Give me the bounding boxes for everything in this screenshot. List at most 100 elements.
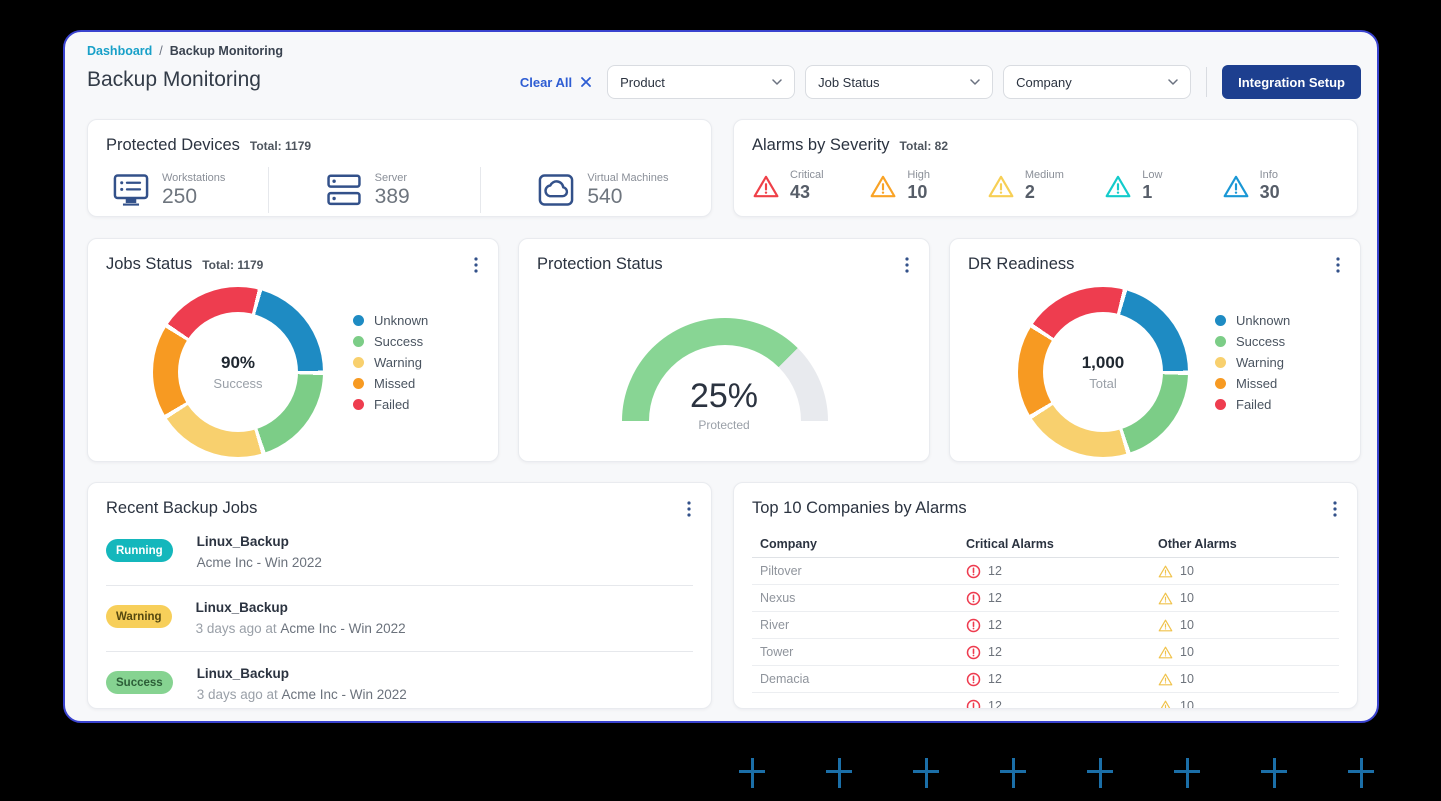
warning-triangle-icon bbox=[1158, 672, 1173, 687]
backup-job-row: Warning Linux_Backup 3 days ago at Acme … bbox=[106, 585, 693, 651]
warning-triangle-icon bbox=[752, 174, 780, 199]
legend-dot bbox=[1215, 357, 1226, 368]
legend-item-success: Success bbox=[1215, 334, 1290, 349]
filter-dropdown-product[interactable]: Product bbox=[607, 65, 796, 99]
device-item-server: Server 389 bbox=[269, 172, 481, 209]
breadcrumb: Dashboard / Backup Monitoring bbox=[87, 44, 283, 58]
table-row: Demacia 12 10 bbox=[752, 666, 1339, 693]
critical-alarms-cell: 12 bbox=[966, 591, 1158, 606]
severity-item-high: High 10 bbox=[869, 169, 986, 203]
legend-item-unknown: Unknown bbox=[353, 313, 428, 328]
dr-readiness-donut-chart: 1,000 Total bbox=[1018, 287, 1188, 457]
kebab-menu-icon[interactable] bbox=[464, 253, 488, 277]
device-item-workstations: Workstations 250 bbox=[106, 172, 268, 209]
workstation-icon bbox=[112, 173, 150, 207]
integration-setup-button[interactable]: Integration Setup bbox=[1222, 65, 1361, 99]
device-label: Virtual Machines bbox=[587, 171, 669, 184]
chevron-down-icon bbox=[970, 79, 980, 85]
alarms-total: Total: 82 bbox=[899, 139, 948, 153]
kebab-menu-icon[interactable] bbox=[677, 497, 701, 521]
page-title: Backup Monitoring bbox=[87, 68, 261, 91]
job-name: Linux_Backup bbox=[195, 600, 288, 615]
severity-text: Medium 2 bbox=[1025, 169, 1064, 203]
plus-decoration-row bbox=[737, 758, 1376, 788]
dropdown-selected-label: Job Status bbox=[818, 74, 880, 90]
alarms-by-severity-card: Alarms by Severity Total: 82 Critical 43… bbox=[733, 119, 1358, 217]
breadcrumb-dashboard-link[interactable]: Dashboard bbox=[87, 44, 153, 58]
kebab-menu-icon[interactable] bbox=[895, 253, 919, 277]
dr-readiness-title: DR Readiness bbox=[968, 255, 1075, 273]
jobs-status-donut-chart: 90% Success bbox=[153, 287, 323, 457]
breadcrumb-current: Backup Monitoring bbox=[169, 44, 283, 58]
plus-icon bbox=[1346, 758, 1376, 788]
job-list: Running Linux_Backup Acme Inc - Win 2022… bbox=[88, 518, 711, 708]
device-count: 389 bbox=[374, 184, 410, 208]
severity-label: Info bbox=[1259, 169, 1278, 181]
backup-job-row: Running Linux_Backup Acme Inc - Win 2022 bbox=[106, 520, 693, 585]
other-alarms-cell: 10 bbox=[1158, 672, 1331, 687]
job-name: Linux_Backup bbox=[196, 666, 289, 681]
clear-all-button[interactable]: Clear All bbox=[519, 74, 592, 90]
legend-item-warning: Warning bbox=[353, 355, 428, 370]
job-status-badge: Running bbox=[106, 539, 173, 562]
plus-icon bbox=[998, 758, 1028, 788]
alarms-title: Alarms by Severity bbox=[752, 136, 890, 154]
filter-dropdowns: Product Job Status Company bbox=[607, 65, 1192, 99]
warning-triangle-icon bbox=[869, 174, 897, 199]
filter-dropdown-job-status[interactable]: Job Status bbox=[805, 65, 994, 99]
table-header-row: Company Critical Alarms Other Alarms bbox=[752, 530, 1339, 558]
device-list: Workstations 250 Server 389 Virtual Mach… bbox=[88, 155, 711, 213]
alarms-table: Company Critical Alarms Other Alarms Pilto… bbox=[752, 530, 1339, 708]
critical-alarms-cell: 12 bbox=[966, 699, 1158, 708]
protected-devices-card: Protected Devices Total: 1179 Workstatio… bbox=[87, 119, 712, 217]
legend-label: Unknown bbox=[1236, 313, 1291, 328]
top-companies-card: Top 10 Companies by Alarms Company Critic… bbox=[733, 482, 1358, 709]
filter-divider bbox=[1206, 67, 1208, 97]
table-row: Nexus 12 10 bbox=[752, 585, 1339, 612]
severity-count: 30 bbox=[1259, 182, 1280, 202]
severity-list: Critical 43 High 10 Medium 2 Low 1 Info … bbox=[734, 155, 1357, 203]
device-text: Workstations 250 bbox=[162, 172, 225, 209]
backup-job-row: Success Linux_Backup 3 days ago at Acme … bbox=[106, 651, 693, 708]
critical-alarms-cell: 12 bbox=[966, 564, 1158, 579]
filter-dropdown-company[interactable]: Company bbox=[1003, 65, 1192, 99]
severity-item-info: Info 30 bbox=[1222, 169, 1339, 203]
legend-label: Warning bbox=[374, 355, 422, 370]
device-item-virtual-machines: Virtual Machines 540 bbox=[481, 172, 693, 209]
plus-icon bbox=[911, 758, 941, 788]
legend-label: Success bbox=[1236, 334, 1286, 349]
dropdown-selected-label: Product bbox=[620, 74, 665, 90]
job-info: Linux_Backup 3 days ago at Acme Inc - Wi… bbox=[196, 600, 406, 636]
legend-dot bbox=[1215, 336, 1226, 347]
severity-label: Low bbox=[1142, 169, 1163, 181]
warning-triangle-icon bbox=[1222, 174, 1250, 199]
critical-circle-icon bbox=[966, 564, 981, 579]
clear-all-label: Clear All bbox=[519, 74, 573, 90]
legend-label: Missed bbox=[1236, 376, 1278, 391]
job-status-badge: Warning bbox=[106, 605, 172, 628]
legend-item-missed: Missed bbox=[1215, 376, 1290, 391]
company-name-cell: River bbox=[760, 618, 790, 632]
legend-item-unknown: Unknown bbox=[1215, 313, 1290, 328]
company-name-cell: Demacia bbox=[760, 672, 810, 686]
kebab-menu-icon[interactable] bbox=[1323, 497, 1347, 521]
recent-backup-jobs-card: Recent Backup Jobs Running Linux_Backup … bbox=[87, 482, 712, 709]
table-row: Piltover 12 10 bbox=[752, 558, 1339, 585]
table-body: Piltover 12 10 Nexus 12 10 River 12 10 Towe… bbox=[752, 558, 1339, 708]
critical-alarms-cell: 12 bbox=[966, 618, 1158, 633]
severity-text: Low 1 bbox=[1142, 169, 1162, 203]
plus-icon bbox=[1085, 758, 1115, 788]
legend-label: Failed bbox=[374, 397, 410, 412]
kebab-menu-icon[interactable] bbox=[1326, 253, 1350, 277]
other-alarms-cell: 10 bbox=[1158, 645, 1331, 660]
table-row: 12 10 bbox=[752, 693, 1339, 708]
device-label: Server bbox=[374, 171, 408, 184]
plus-icon bbox=[1259, 758, 1289, 788]
legend-label: Warning bbox=[1236, 355, 1284, 370]
legend-dot bbox=[353, 399, 364, 410]
severity-item-critical: Critical 43 bbox=[752, 169, 869, 203]
other-alarms-cell: 10 bbox=[1158, 618, 1331, 633]
gauge-center: 25% Protected bbox=[519, 377, 929, 432]
top-companies-title: Top 10 Companies by Alarms bbox=[752, 499, 967, 517]
severity-text: Info 30 bbox=[1260, 169, 1280, 203]
